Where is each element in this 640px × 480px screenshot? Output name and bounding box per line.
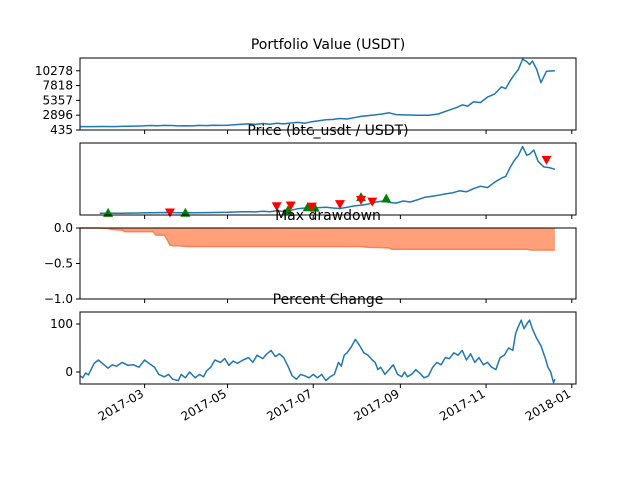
chart-title: Percent Change xyxy=(273,292,384,308)
y-tick-label: 0.0 xyxy=(54,221,73,235)
series-line xyxy=(79,319,556,384)
panel-price: Price (btc_usdt / USDT) xyxy=(79,123,577,219)
y-tick-label: 7818 xyxy=(42,79,73,93)
chart-title: Max drawdown xyxy=(275,208,381,224)
y-tick-label: −0.5 xyxy=(44,257,73,271)
y-tick-label: −1.0 xyxy=(44,292,73,306)
chart-title: Price (btc_usdt / USDT) xyxy=(247,123,408,139)
y-tick-label: 10278 xyxy=(35,64,73,78)
sell-marker xyxy=(334,200,345,210)
y-tick-label: 2896 xyxy=(42,108,73,122)
y-tick-label: 100 xyxy=(50,317,73,331)
buy-marker xyxy=(180,207,191,217)
buy-marker xyxy=(282,205,293,215)
panel-max-drawdown: 0.0 −0.5 −1.0 Max drawdown xyxy=(44,208,577,306)
sell-marker xyxy=(271,202,282,212)
y-tick-label: 0 xyxy=(65,365,73,379)
y-tick-label: 435 xyxy=(50,123,73,137)
y-tick-label: 5357 xyxy=(42,93,73,107)
sell-marker xyxy=(367,197,378,207)
buy-marker xyxy=(302,202,313,212)
sell-marker xyxy=(356,195,367,205)
sell-marker xyxy=(164,208,175,218)
drawdown-line xyxy=(80,227,555,251)
buy-marker xyxy=(381,193,392,203)
drawdown-area xyxy=(80,228,555,250)
series-line xyxy=(80,58,555,128)
sell-marker xyxy=(306,202,317,212)
sell-marker xyxy=(541,155,552,165)
sell-marker xyxy=(285,201,296,211)
chart-title: Portfolio Value (USDT) xyxy=(251,37,405,53)
